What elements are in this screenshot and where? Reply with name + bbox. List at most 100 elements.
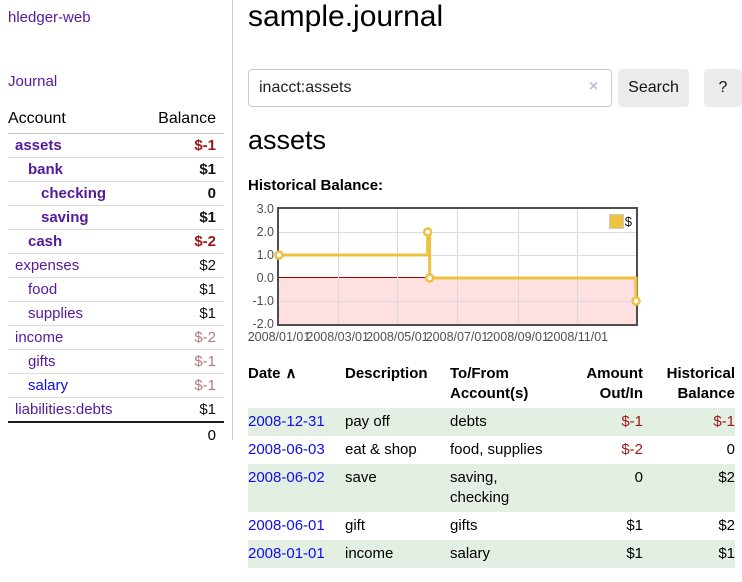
account-link-food[interactable]: food bbox=[28, 281, 58, 298]
account-cell: saving bbox=[8, 205, 141, 230]
transaction-amount: $1 bbox=[626, 517, 643, 534]
account-cell: bank bbox=[8, 157, 141, 182]
account-balance: $-2 bbox=[140, 325, 224, 350]
account-row: gifts $-1 bbox=[8, 349, 224, 374]
x-axis-tick-label: 2008/01/01 bbox=[247, 330, 311, 344]
search-button[interactable]: Search bbox=[618, 69, 689, 107]
legend-label: $ bbox=[624, 214, 632, 229]
clear-search-icon[interactable]: × bbox=[589, 78, 599, 95]
account-link-saving[interactable]: saving bbox=[41, 209, 89, 226]
transaction-row: 2008-01-01 income salary $1 $1 bbox=[248, 540, 735, 568]
transaction-date-cell: 2008-01-01 bbox=[248, 540, 345, 568]
account-cell: salary bbox=[8, 373, 141, 398]
v-gridline bbox=[337, 209, 339, 324]
register-col-accounts: To/From Account(s) bbox=[450, 365, 529, 402]
series-line bbox=[279, 230, 638, 301]
transaction-balance: $1 bbox=[643, 540, 735, 568]
transaction-amount: $-2 bbox=[621, 441, 643, 458]
account-cell: gifts bbox=[8, 349, 141, 374]
x-axis-tick-label: 2008/03/01 bbox=[306, 330, 369, 344]
account-link-bank[interactable]: bank bbox=[28, 161, 64, 178]
chart-plot-area: $ bbox=[274, 207, 641, 326]
historical-balance-chart: $ 3.0 2.0 1.0 0.0 -1.0 -2.0 2008/01/01 2008/03/… bbox=[247, 202, 742, 345]
transaction-accounts: salary bbox=[450, 540, 558, 568]
account-balance: $1 bbox=[140, 301, 224, 326]
account-link-supplies[interactable]: supplies bbox=[28, 305, 84, 322]
account-row: income $-2 bbox=[8, 325, 224, 350]
help-button[interactable]: ? bbox=[704, 69, 742, 107]
account-row: checking 0 bbox=[8, 181, 224, 206]
transaction-accounts: food, supplies bbox=[450, 441, 543, 458]
account-balance: $2 bbox=[140, 253, 224, 278]
transaction-amount: $1 bbox=[558, 540, 643, 568]
transaction-date-link[interactable]: 2008-06-01 bbox=[248, 517, 325, 534]
account-link-liabilities:debts[interactable]: liabilities:debts bbox=[15, 401, 113, 418]
x-axis-tick-label: 2008/11/01 bbox=[546, 330, 609, 344]
account-balance: $-2 bbox=[140, 229, 224, 254]
transaction-row: 2008-06-03 eat & shop food, supplies $-2 0 bbox=[248, 436, 735, 464]
v-gridline bbox=[397, 209, 399, 324]
transaction-row: 2008-12-31 pay off debts $-1 $-1 bbox=[248, 408, 735, 436]
accounts-col-account: Account bbox=[8, 106, 141, 134]
search-form: × Search ? bbox=[248, 69, 742, 107]
account-link-salary[interactable]: salary bbox=[28, 377, 69, 394]
search-input[interactable] bbox=[248, 69, 612, 107]
main-content: sample.journal × Search ? assets Histori… bbox=[248, 0, 742, 568]
v-gridline bbox=[457, 209, 458, 324]
x-axis-tick-label: 2008/07/01 bbox=[425, 330, 489, 344]
transaction-date-cell: 2008-06-01 bbox=[248, 512, 345, 540]
transaction-date-link[interactable]: 2008-06-03 bbox=[248, 441, 325, 458]
account-balance: $1 bbox=[199, 401, 216, 418]
series-line-svg bbox=[274, 227, 641, 306]
transaction-balance: $-1 bbox=[643, 408, 735, 436]
data-point-marker bbox=[631, 296, 641, 306]
app-brand-link[interactable]: hledger-web bbox=[8, 9, 91, 26]
transaction-balance: 0 bbox=[726, 441, 735, 458]
account-cell: liabilities:debts bbox=[8, 398, 141, 423]
transaction-balance: $2 bbox=[718, 517, 735, 534]
transaction-date-link[interactable]: 2008-12-31 bbox=[248, 413, 325, 430]
transaction-accounts: saving, checking bbox=[450, 464, 558, 512]
y-axis-tick-label: -2.0 bbox=[252, 317, 274, 331]
transaction-description: gift bbox=[345, 517, 366, 534]
sidebar: hledger-web Journal Account Balance asse… bbox=[0, 0, 233, 447]
register-col-balance: Historical Balance bbox=[666, 365, 735, 402]
transaction-amount: $-1 bbox=[558, 408, 643, 436]
transaction-description: pay off bbox=[345, 408, 450, 436]
account-link-checking[interactable]: checking bbox=[41, 185, 107, 202]
y-axis-tick-label: -1.0 bbox=[252, 294, 274, 308]
account-balance: $-1 bbox=[140, 133, 224, 158]
account-balance: $1 bbox=[140, 277, 224, 302]
account-cell: assets bbox=[8, 133, 141, 158]
account-link-expenses[interactable]: expenses bbox=[15, 257, 80, 274]
account-cell: supplies bbox=[8, 301, 141, 326]
v-gridline bbox=[577, 209, 579, 324]
accounts-col-balance: Balance bbox=[140, 106, 224, 134]
sort-ascending-icon: ∧ bbox=[285, 365, 297, 382]
chart-title: Historical Balance: bbox=[248, 177, 384, 194]
account-link-income[interactable]: income bbox=[15, 329, 64, 346]
account-row: saving $1 bbox=[8, 205, 224, 230]
sidebar-item-journal[interactable]: Journal bbox=[8, 73, 58, 90]
account-balance: $-1 bbox=[140, 373, 224, 398]
transaction-date-cell: 2008-06-03 bbox=[248, 436, 345, 464]
account-link-assets[interactable]: assets bbox=[15, 137, 62, 154]
accounts-table: Account Balance assets $-1 bank $1 checking 0… bbox=[8, 106, 224, 447]
transaction-balance: $2 bbox=[643, 464, 735, 512]
account-balance: $1 bbox=[140, 205, 224, 230]
transaction-date-cell: 2008-12-31 bbox=[248, 408, 345, 436]
transaction-date-link[interactable]: 2008-01-01 bbox=[248, 545, 325, 562]
transaction-description: save bbox=[345, 464, 450, 512]
account-row: salary $-1 bbox=[8, 373, 224, 398]
account-link-cash[interactable]: cash bbox=[28, 233, 63, 250]
account-row: liabilities:debts $1 bbox=[8, 398, 224, 423]
register-col-date[interactable]: Date ∧ bbox=[248, 365, 297, 382]
x-axis-tick-label: 2008/09/01 bbox=[486, 330, 549, 344]
register-col-description: Description bbox=[345, 365, 428, 382]
account-link-gifts[interactable]: gifts bbox=[28, 353, 56, 370]
register-table: Date ∧ Description To/From Account(s) Amo… bbox=[248, 362, 735, 568]
y-axis-tick-label: 0.0 bbox=[256, 271, 274, 285]
account-row: expenses $2 bbox=[8, 253, 224, 278]
transaction-date-link[interactable]: 2008-06-02 bbox=[248, 469, 325, 486]
account-cell: checking bbox=[8, 181, 141, 206]
